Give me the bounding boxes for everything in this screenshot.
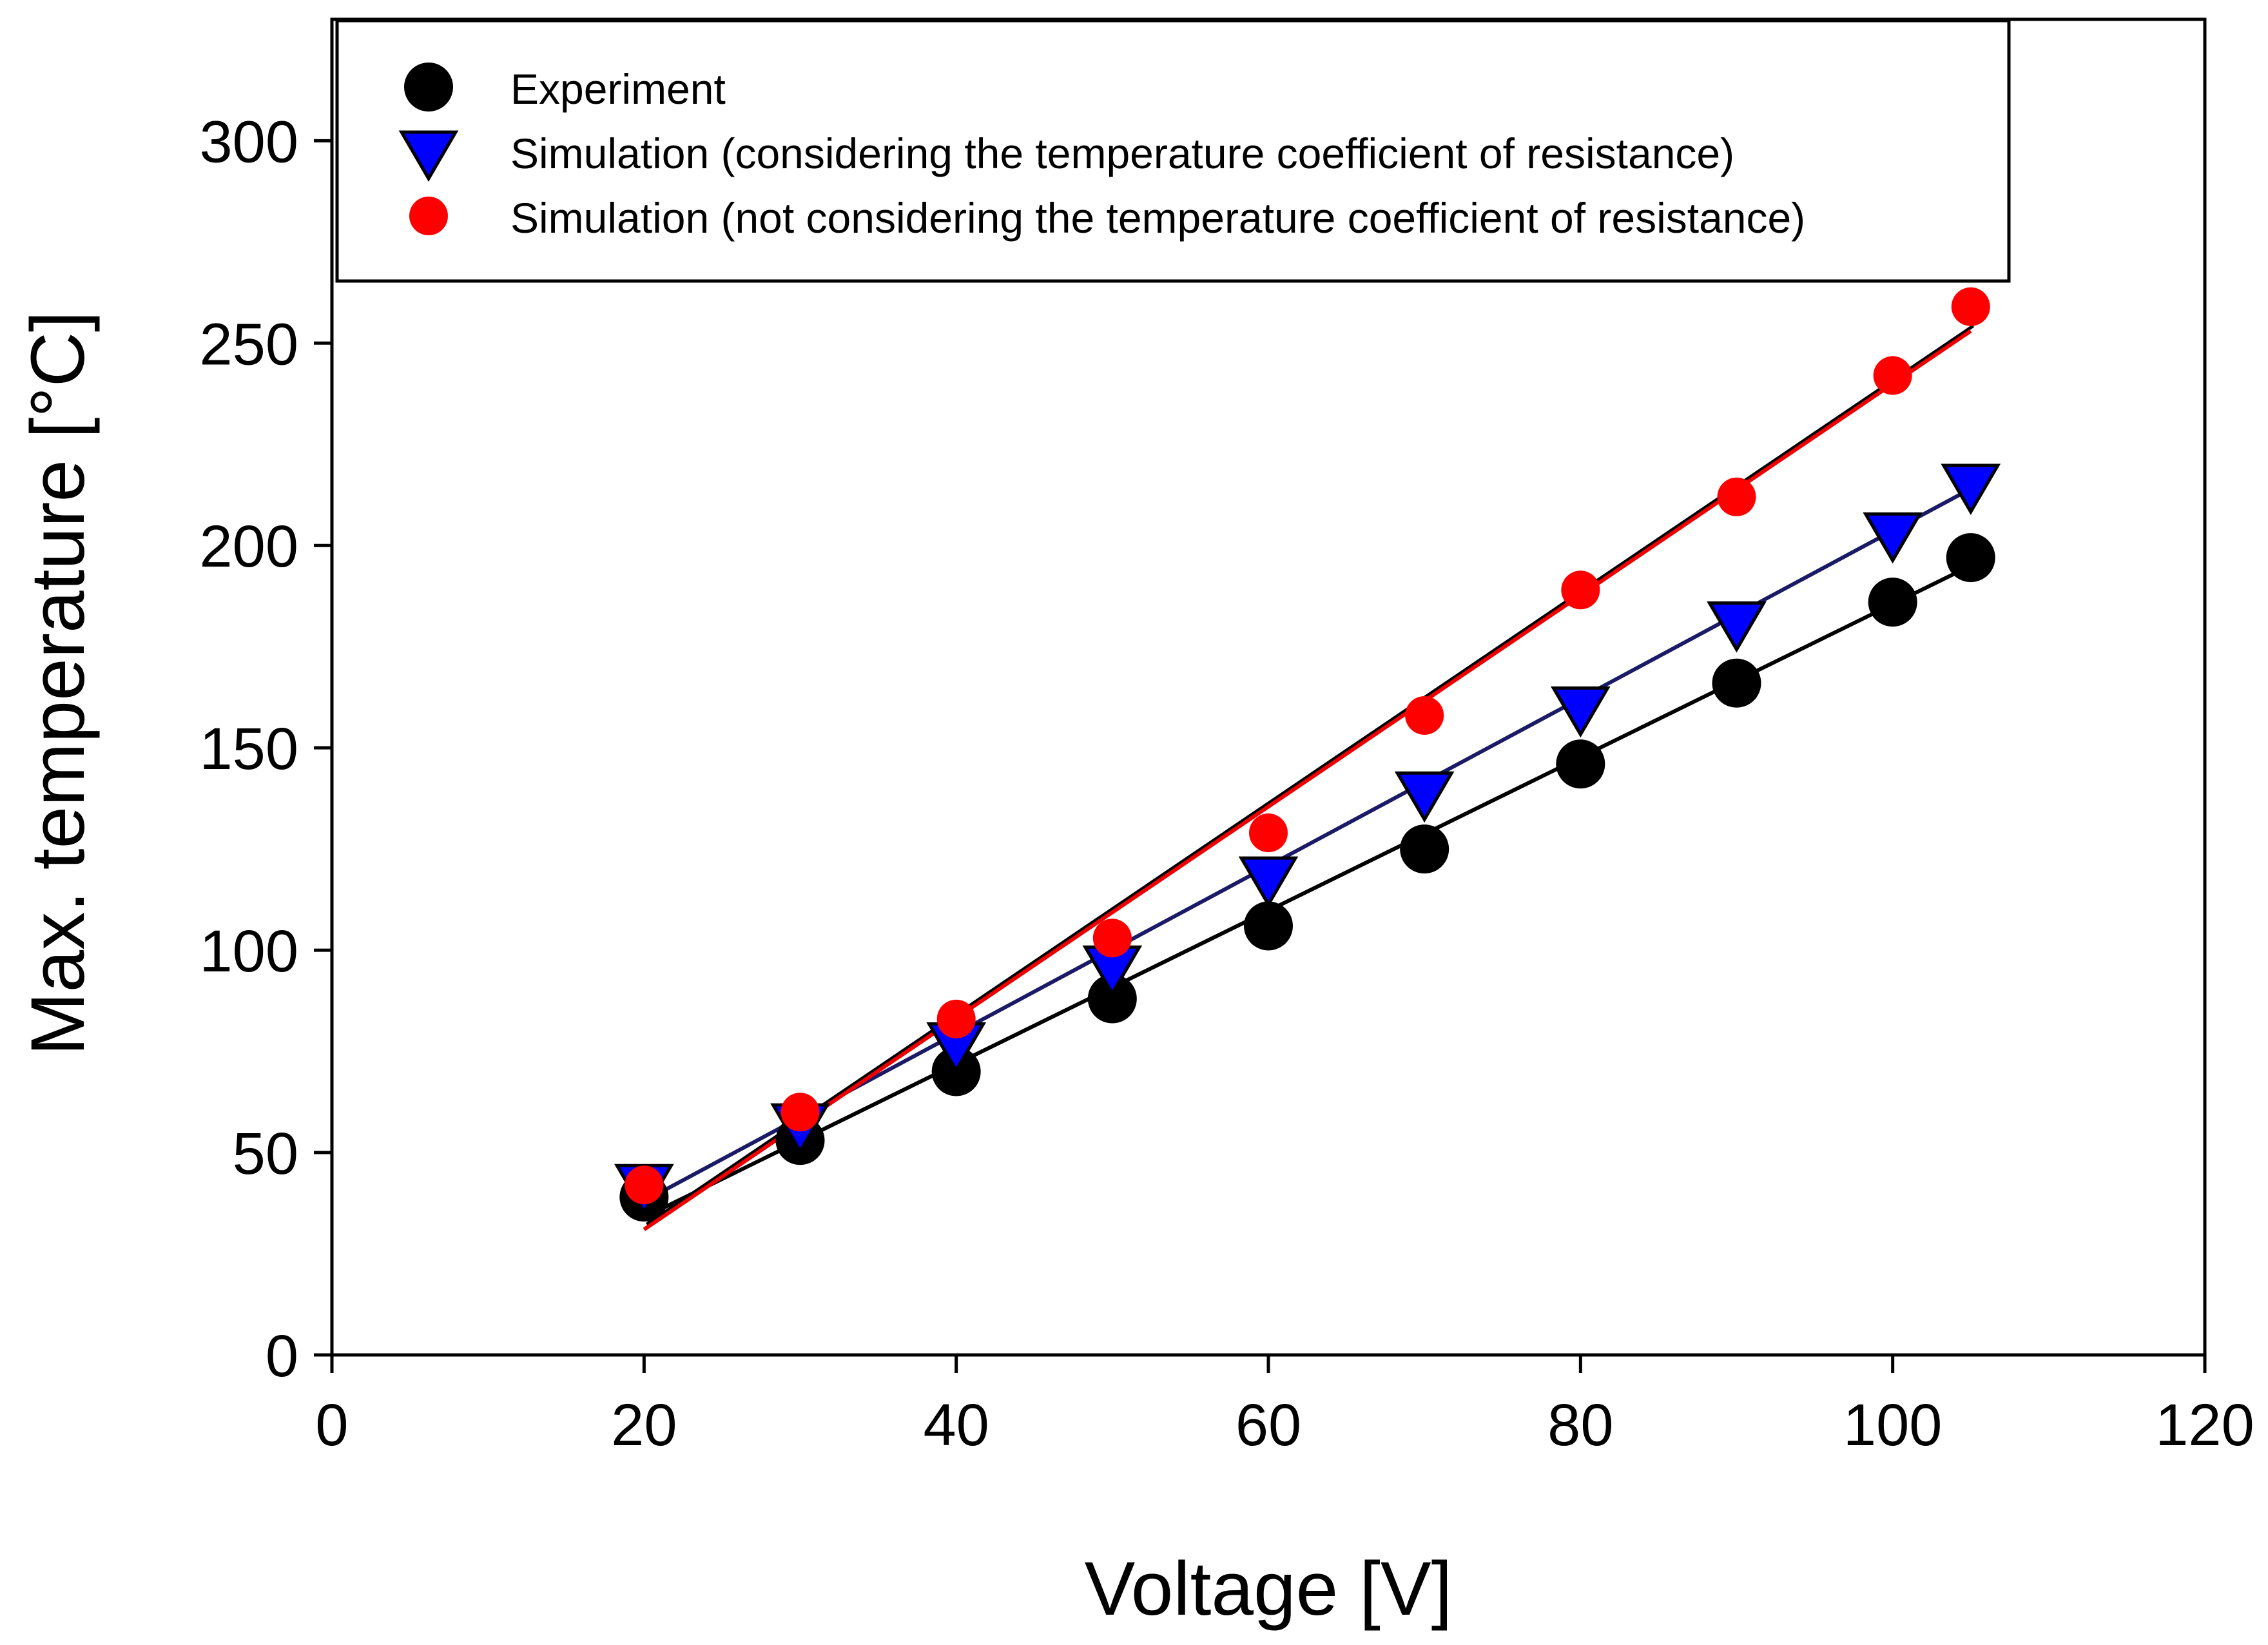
y-axis: 0 50 100 150 200 250 300 [200, 109, 332, 1389]
data-point [1941, 463, 2001, 516]
x-tick-label: 60 [1236, 1392, 1301, 1458]
legend-box [335, 19, 2011, 283]
x-tick-label: 120 [2155, 1392, 2254, 1458]
x-tick-label: 0 [315, 1392, 348, 1458]
legend-marker [398, 130, 459, 182]
data-point [1707, 601, 1767, 653]
y-tick-label: 200 [200, 514, 299, 579]
legend: Experiment Simulation (considering the te… [335, 19, 2011, 283]
data-point [1868, 578, 1917, 627]
y-tick-label: 150 [200, 716, 299, 782]
y-tick-label: 0 [266, 1323, 298, 1389]
data-point [1244, 901, 1293, 951]
data-point [1873, 356, 1912, 395]
data-point [1238, 856, 1299, 908]
data-point [1092, 919, 1132, 958]
data-point [1556, 739, 1605, 789]
legend-label: Simulation (considering the temperature … [510, 130, 1734, 177]
data-point [625, 1165, 664, 1205]
fit-line [643, 329, 1972, 1231]
legend-label: Experiment [510, 65, 726, 113]
x-tick-label: 40 [923, 1392, 989, 1458]
y-axis-title: Max. temperature [°C] [15, 311, 101, 1055]
y-tick-label: 50 [233, 1121, 298, 1187]
x-axis-title: Voltage [V] [1085, 1546, 1453, 1631]
y-tick-label: 250 [200, 311, 299, 377]
x-axis: 0 20 40 60 80 100 120 [315, 1355, 2254, 1458]
legend-marker [409, 197, 448, 235]
legend-label: Simulation (not considering the temperat… [510, 194, 1805, 242]
data-point [1400, 824, 1449, 874]
data-point [1863, 512, 1923, 564]
data-point [1717, 477, 1756, 516]
data-point [1249, 813, 1288, 853]
data-point [1394, 771, 1455, 823]
data-point [1087, 974, 1137, 1024]
data-point [936, 999, 976, 1038]
x-tick-label: 100 [1843, 1392, 1943, 1458]
fit-line-black-overlay [645, 324, 1975, 1226]
x-tick-label: 20 [611, 1392, 677, 1458]
data-point [1561, 570, 1600, 610]
data-point [1405, 696, 1444, 735]
data-point [1951, 287, 1990, 326]
legend-marker [404, 63, 453, 112]
data-point [1946, 533, 1995, 583]
data-point [780, 1093, 820, 1132]
x-tick-label: 80 [1547, 1392, 1613, 1458]
data-point [1712, 658, 1761, 708]
series-markers [614, 287, 2001, 1222]
y-tick-label: 100 [200, 919, 299, 984]
y-tick-label: 300 [200, 109, 299, 175]
data-point [1550, 686, 1611, 738]
